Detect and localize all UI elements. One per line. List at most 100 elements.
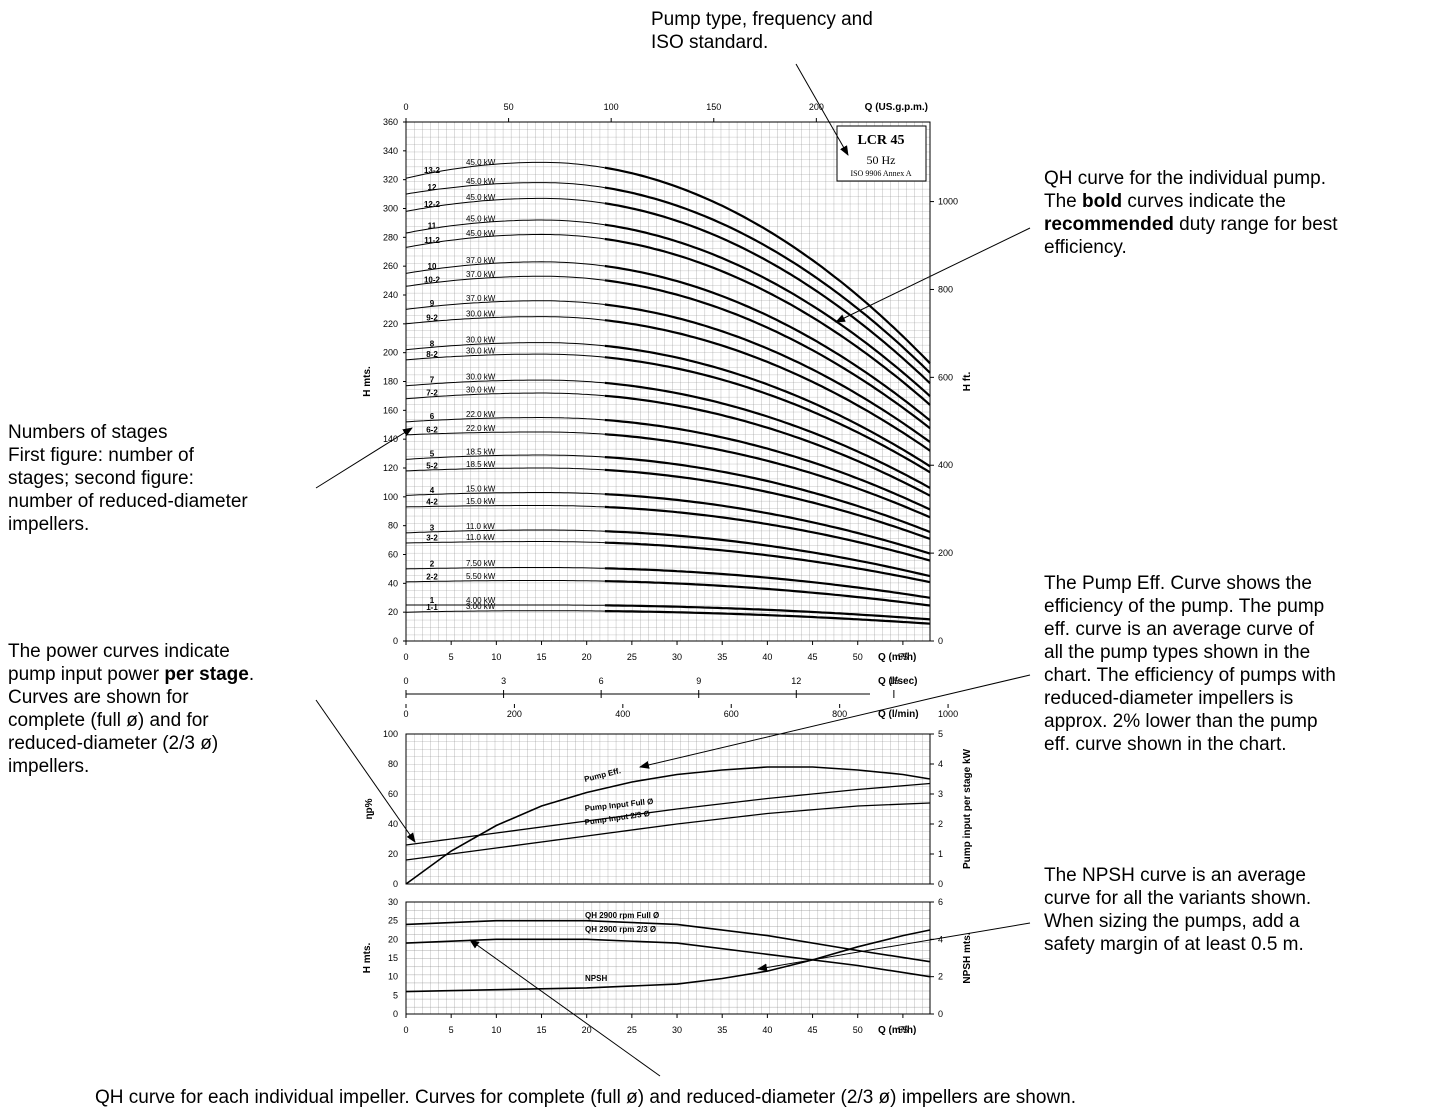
power-label: 37.0 kW: [466, 270, 496, 279]
qh-curve-bold-7-2: [604, 394, 931, 497]
stage-label: 12: [428, 183, 437, 192]
annotation-eff-line: eff. curve shown in the chart.: [1044, 734, 1287, 755]
npsh-x-tick-label: 50: [853, 1025, 863, 1035]
pump-title-box: LCR 45 50 Hz ISO 9906 Annex A: [836, 125, 927, 182]
qh-curve-11: [405, 219, 605, 234]
qh-curve-bold-5: [604, 456, 931, 534]
power-label: 3.00 kW: [466, 602, 496, 611]
ls-axis-label: Q (l/sec): [878, 676, 917, 687]
eff-y2-tick-label: 0: [938, 879, 943, 889]
annotation-eff-line: eff. curve is an average curve of: [1044, 619, 1315, 640]
stage-label: 7-2: [426, 389, 438, 398]
ls-tick-label: 12: [791, 676, 801, 686]
annotation-qh-curve: QH curve for the individual pump. The bo…: [1044, 167, 1338, 259]
qh-curve-bold-11: [604, 223, 931, 398]
qh-curve-bold-9-2: [604, 319, 931, 452]
stage-label: 10-2: [424, 275, 441, 284]
annotation-power-line: impellers.: [8, 756, 90, 777]
y-tick-label: 180: [383, 377, 398, 387]
qh-curve-bold-9: [604, 303, 931, 443]
npsh-x-tick-label: 40: [762, 1025, 772, 1035]
qh-curve-bold-1-1: [604, 610, 931, 625]
power-label: 45.0 kW: [466, 215, 496, 224]
annotation-pump-type-line: Pump type, frequency and: [651, 9, 873, 30]
qh-curve-1-1: [405, 610, 605, 613]
npsh-series-label: QH 2900 rpm 2/3 Ø: [585, 925, 656, 934]
y2-tick-label: 200: [938, 548, 953, 558]
annotation-power: The power curves indicate pump input pow…: [8, 640, 254, 778]
power-label: 45.0 kW: [466, 229, 496, 238]
qh-curve-bold-10-2: [604, 279, 931, 430]
stage-label: 9-2: [426, 313, 438, 322]
stage-label: 5-2: [426, 461, 438, 470]
eff-y-tick-label: 100: [383, 729, 398, 739]
y-tick-label: 200: [383, 348, 398, 358]
x-tick-label: 20: [582, 652, 592, 662]
annotation-qh-line: QH curve for the individual pump.: [1044, 168, 1326, 189]
qh-curve-bold-2-2: [604, 580, 931, 607]
stage-label: 2: [430, 560, 435, 569]
qh-curve-bold-3: [604, 530, 931, 578]
power-label: 4.00 kW: [466, 596, 496, 605]
qh-curve-bold-2: [604, 567, 931, 599]
qh-curve-5: [405, 454, 605, 460]
qh-curve-13-2: [405, 161, 605, 179]
qh-curve-12: [405, 182, 605, 195]
qh-curve-9: [405, 300, 605, 310]
qh-curve-bold-1: [604, 604, 931, 621]
npsh-y-tick-label: 5: [393, 990, 398, 1000]
npsh-y-axis-label: H mts.: [362, 942, 373, 973]
qh-curve-bold-12-2: [604, 202, 931, 385]
y2-tick-label: 400: [938, 460, 953, 470]
y2-tick-label: 0: [938, 636, 943, 646]
x-top-axis-label: Q (US.g.p.m.): [865, 102, 928, 113]
arrow-power: [315, 699, 416, 843]
qh-curve-bold-6-2: [604, 433, 931, 519]
lmin-tick-label: 600: [724, 709, 739, 719]
eff-y-tick-label: 60: [388, 789, 398, 799]
eff-series-line: [405, 802, 931, 861]
power-label: 22.0 kW: [466, 424, 496, 433]
eff-series-line: [405, 766, 931, 885]
qh-curve-10: [405, 261, 605, 274]
qh-curve-bold-12: [604, 186, 931, 374]
eff-y2-tick-label: 1: [938, 849, 943, 859]
ls-tick-label: 0: [403, 676, 408, 686]
stage-label: 8-2: [426, 350, 438, 359]
y-axis-label: H mts.: [362, 366, 373, 397]
ls-tick-label: 15: [889, 676, 899, 686]
power-label: 45.0 kW: [466, 158, 496, 167]
y-tick-label: 160: [383, 405, 398, 415]
qh-curve-bold-6: [604, 418, 931, 511]
qh-curve-12-2: [405, 197, 605, 212]
power-label: 15.0 kW: [466, 497, 496, 506]
power-label: 45.0 kW: [466, 193, 496, 202]
stage-label: 2-2: [426, 573, 438, 582]
power-label: 30.0 kW: [466, 373, 496, 382]
x-tick-label: 25: [627, 652, 637, 662]
npsh-y-tick-label: 0: [393, 1009, 398, 1019]
annotation-npsh-line: When sizing the pumps, add a: [1044, 911, 1300, 932]
power-label: 37.0 kW: [466, 256, 496, 265]
x-top-tick-label: 200: [809, 102, 824, 112]
qh-curve-bold-5-2: [604, 468, 931, 540]
npsh-x-tick-label: 30: [672, 1025, 682, 1035]
y-tick-label: 60: [388, 550, 398, 560]
power-label: 5.50 kW: [466, 572, 496, 581]
annotation-eff-line: The Pump Eff. Curve shows the: [1044, 573, 1312, 594]
power-label: 11.0 kW: [466, 522, 495, 531]
y-tick-label: 320: [383, 175, 398, 185]
power-label: 37.0 kW: [466, 294, 496, 303]
annotation-eff-line: efficiency of the pump. The pump: [1044, 596, 1325, 617]
x-tick-label: 45: [808, 652, 818, 662]
x-top-tick-label: 100: [604, 102, 619, 112]
y2-tick-label: 600: [938, 372, 953, 382]
annotation-stages: Numbers of stages First figure: number o…: [8, 421, 248, 536]
x-tick-label: 0: [403, 652, 408, 662]
npsh-axes: 0 5 10 15 20 25 30 H mts. 0 2 4 6 NPSH mts. 0 5 10 15 20 2…: [362, 897, 973, 1036]
pump-standard: ISO 9906 Annex A: [850, 169, 911, 178]
stage-label: 12-2: [424, 200, 441, 209]
power-label: 18.5 kW: [466, 460, 496, 469]
npsh-x-tick-label: 55: [898, 1025, 908, 1035]
